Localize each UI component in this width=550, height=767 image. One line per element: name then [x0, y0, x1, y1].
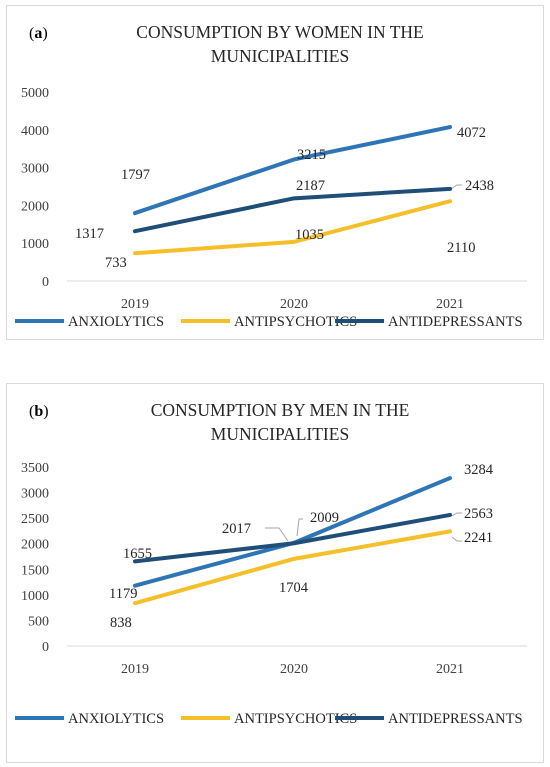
series-line-antidepressants — [133, 512, 452, 564]
data-label: 2438 — [465, 178, 494, 194]
chart-title-line: CONSUMPTION BY MEN IN THE — [151, 400, 410, 420]
y-tick-label: 2000 — [21, 538, 49, 553]
x-tick-label: 2020 — [280, 297, 308, 312]
data-label: 1655 — [123, 546, 152, 562]
y-tick-label: 5000 — [21, 86, 49, 101]
data-label-leader — [296, 518, 303, 537]
data-label-leader — [451, 512, 462, 517]
x-tick-label: 2021 — [436, 662, 464, 677]
series-line-antidepressants — [133, 186, 452, 234]
data-label: 838 — [110, 615, 132, 631]
chart-panel-men: (b) CONSUMPTION BY MEN IN THE MUNICIPALITI… — [6, 383, 544, 763]
chart-title-line: MUNICIPALITIES — [211, 424, 349, 444]
chart-title-line: CONSUMPTION BY WOMEN IN THE — [136, 22, 423, 42]
legend-label: ANTIPSYCHOTICS — [234, 314, 357, 330]
y-tick-label: 3500 — [21, 461, 49, 476]
legend-label: ANTIDEPRESSANTS — [388, 314, 523, 330]
data-label: 1797 — [121, 167, 150, 183]
legend-label: ANTIDEPRESSANTS — [388, 711, 523, 727]
data-label: 3284 — [464, 462, 494, 478]
legend-label: ANTIPSYCHOTICS — [234, 711, 357, 727]
x-tick-label: 2019 — [121, 662, 149, 677]
series-line-anxiolytics — [133, 125, 452, 216]
chart-panel-women: (a) CONSUMPTION BY WOMEN IN THE MUNICIPALI… — [6, 5, 544, 340]
series-line-anxiolytics — [133, 476, 452, 588]
data-label: 1704 — [279, 580, 309, 596]
x-tick-label: 2020 — [280, 662, 308, 677]
data-label: 1035 — [295, 227, 324, 243]
y-tick-label: 3000 — [21, 487, 49, 502]
data-label-leader — [265, 527, 289, 542]
y-tick-label: 2500 — [21, 512, 49, 527]
data-label: 733 — [105, 255, 127, 271]
y-tick-label: 0 — [42, 275, 49, 290]
legend-label: ANXIOLYTICS — [68, 711, 164, 727]
data-label: 2187 — [296, 178, 325, 194]
series-line-antipsychotics — [133, 529, 452, 606]
y-tick-label: 2000 — [21, 199, 49, 214]
panel-label: (a) — [29, 25, 48, 42]
data-label: 2009 — [310, 510, 339, 526]
y-tick-label: 0 — [42, 640, 49, 655]
data-label: 2017 — [222, 521, 251, 537]
chart-women-svg: (a) CONSUMPTION BY WOMEN IN THE MUNICIPALI… — [15, 22, 527, 330]
y-tick-label: 3000 — [21, 162, 49, 177]
y-tick-label: 1000 — [21, 589, 49, 604]
data-label: 3215 — [297, 147, 326, 163]
chart-title-line: MUNICIPALITIES — [211, 46, 349, 66]
data-label: 2241 — [464, 530, 493, 546]
data-label-leader — [450, 184, 462, 190]
data-label: 1179 — [109, 586, 137, 602]
series-line-antipsychotics — [133, 199, 452, 256]
data-label: 2563 — [464, 506, 493, 522]
data-label: 4072 — [457, 125, 486, 141]
data-label: 1317 — [75, 226, 104, 242]
x-tick-label: 2021 — [436, 297, 464, 312]
panel-label: (b) — [29, 403, 49, 420]
y-tick-label: 4000 — [21, 124, 49, 139]
data-label: 2110 — [447, 240, 475, 256]
y-tick-label: 1000 — [21, 237, 49, 252]
data-label-leader — [451, 536, 462, 542]
legend-label: ANXIOLYTICS — [68, 314, 164, 330]
x-tick-label: 2019 — [121, 297, 149, 312]
y-tick-label: 500 — [28, 614, 49, 629]
y-tick-label: 1500 — [21, 563, 49, 578]
chart-men-svg: (b) CONSUMPTION BY MEN IN THE MUNICIPALITI… — [15, 400, 527, 727]
